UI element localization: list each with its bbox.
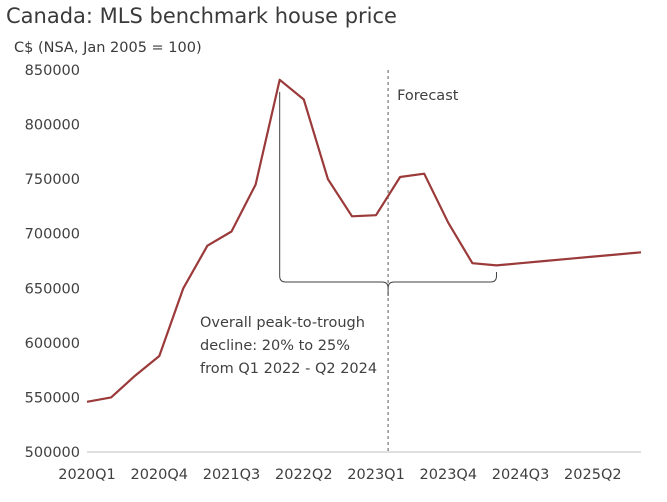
bracket-path xyxy=(279,91,497,296)
y-tick-label: 550000 xyxy=(25,390,80,406)
x-tick-label: 2023Q1 xyxy=(347,467,405,483)
y-axis-ticks: 500000 550000 600000 650000 700000 750000 8000… xyxy=(25,63,80,461)
y-tick-label: 750000 xyxy=(25,172,80,188)
chart-title: Canada: MLS benchmark house price xyxy=(6,4,397,28)
x-tick-label: 2021Q3 xyxy=(203,467,261,483)
x-tick-label: 2024Q3 xyxy=(492,467,550,483)
x-tick-label: 2020Q4 xyxy=(130,467,188,483)
y-tick-label: 500000 xyxy=(25,445,80,461)
x-axis-ticks: 2020Q1 2020Q4 2021Q3 2022Q2 2023Q1 2023Q4 2024… xyxy=(58,467,621,483)
x-tick-label: 2023Q4 xyxy=(420,467,478,483)
x-tick-label: 2022Q2 xyxy=(275,467,333,483)
forecast-label: Forecast xyxy=(397,88,459,104)
annotation-line: Overall peak-to-trough xyxy=(200,315,365,331)
peak-trough-bracket xyxy=(279,91,497,296)
x-tick-label: 2025Q2 xyxy=(564,467,622,483)
annotation-line: from Q1 2022 - Q2 2024 xyxy=(200,361,377,377)
annotation-line: decline: 20% to 25% xyxy=(200,338,350,354)
forecast-marker: Forecast xyxy=(387,70,459,452)
y-tick-label: 650000 xyxy=(25,281,80,297)
x-tick-label: 2020Q1 xyxy=(58,467,116,483)
y-tick-label: 800000 xyxy=(25,118,80,134)
y-tick-label: 600000 xyxy=(25,336,80,352)
y-tick-label: 850000 xyxy=(25,63,80,79)
series-group xyxy=(86,78,642,403)
chart-subtitle: C$ (NSA, Jan 2005 = 100) xyxy=(14,40,202,56)
y-tick-label: 700000 xyxy=(25,227,80,243)
series-line xyxy=(86,78,642,403)
annotation-text: Overall peak-to-trough decline: 20% to 25… xyxy=(200,315,377,377)
